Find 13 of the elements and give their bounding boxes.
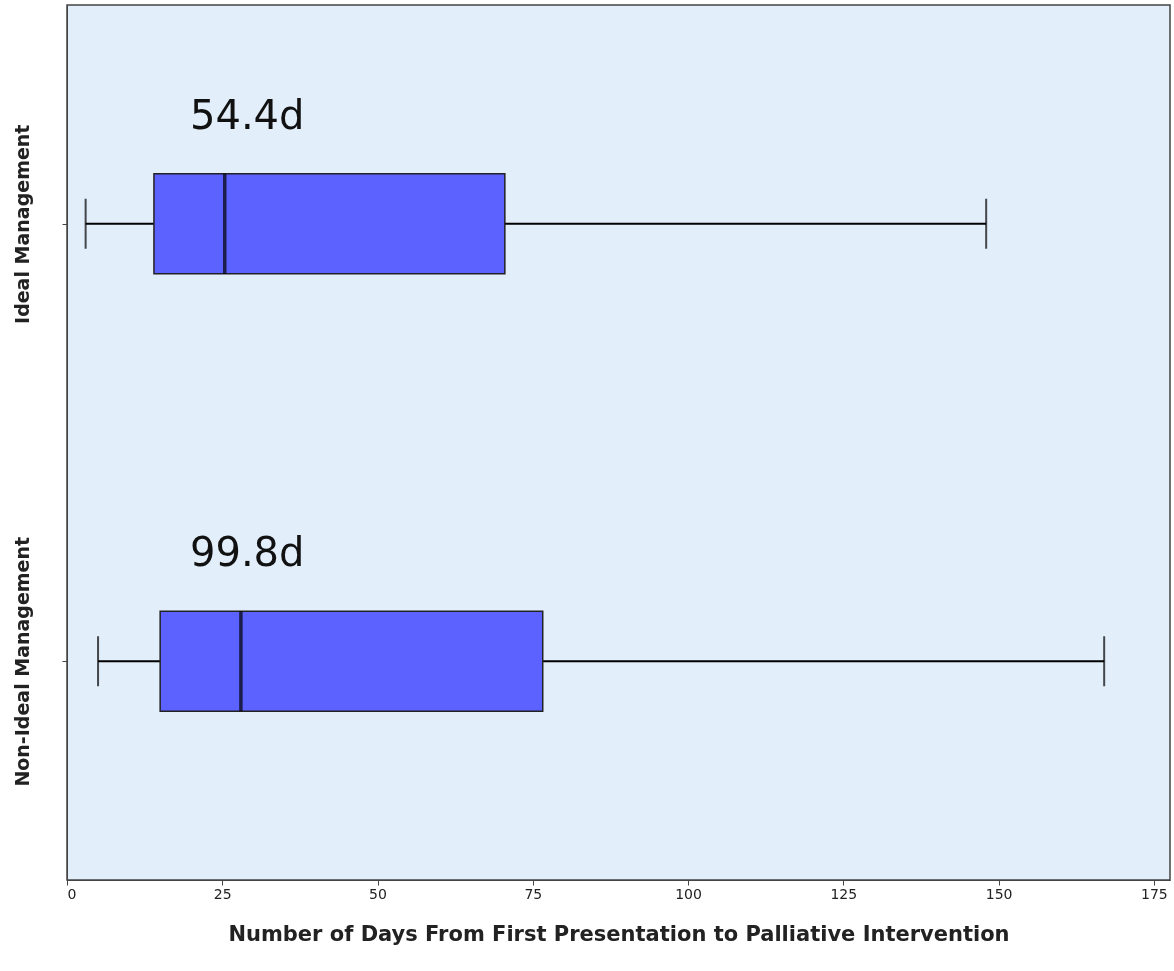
x-tick-label: 25 xyxy=(213,885,232,902)
y-tick-label: Ideal Management xyxy=(10,124,33,324)
annotation: 54.4d xyxy=(190,91,305,138)
x-tick-label: 150 xyxy=(985,885,1013,902)
x-tick-label: 175 xyxy=(1140,885,1168,902)
x-tick-label: 125 xyxy=(830,885,858,902)
x-axis-title: Number of Days From First Presentation to Palliative Intervention xyxy=(228,921,1010,946)
x-tick-label: 50 xyxy=(369,885,387,902)
x-tick-label: 75 xyxy=(524,885,543,902)
x-tick-label: 100 xyxy=(675,885,702,902)
x-tick-label: 0 xyxy=(67,885,77,902)
annotation: 99.8d xyxy=(190,529,305,576)
y-tick-label: Non-Ideal Management xyxy=(10,536,33,787)
